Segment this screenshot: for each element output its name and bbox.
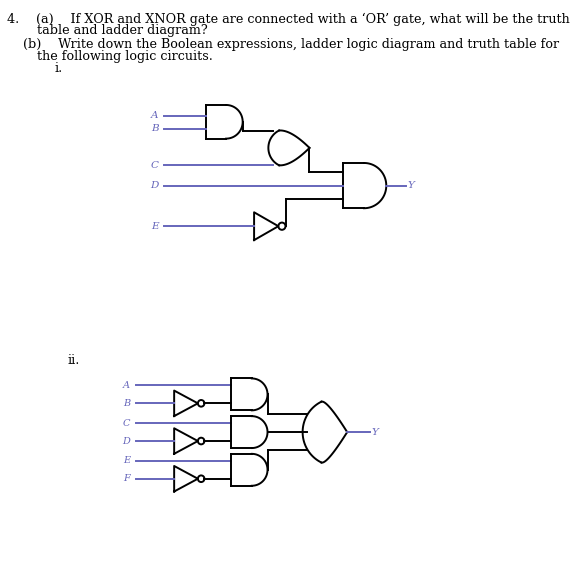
Text: E: E bbox=[151, 222, 159, 231]
Text: Y: Y bbox=[408, 181, 415, 190]
Text: E: E bbox=[123, 456, 130, 465]
Text: table and ladder diagram?: table and ladder diagram? bbox=[37, 24, 208, 37]
Text: D: D bbox=[150, 181, 159, 190]
Text: 4.  (a)  If XOR and XNOR gate are connected with a ‘OR’ gate, what will be the t: 4. (a) If XOR and XNOR gate are connecte… bbox=[7, 13, 570, 26]
Text: D: D bbox=[122, 437, 130, 445]
Text: B: B bbox=[123, 399, 130, 408]
Text: ii.: ii. bbox=[67, 354, 80, 367]
Text: the following logic circuits.: the following logic circuits. bbox=[37, 50, 213, 63]
Text: i.: i. bbox=[54, 62, 62, 75]
Text: A: A bbox=[123, 381, 130, 390]
Text: B: B bbox=[151, 124, 159, 133]
Text: (b)  Write down the Boolean expressions, ladder logic diagram and truth table fo: (b) Write down the Boolean expressions, … bbox=[23, 38, 559, 51]
Text: C: C bbox=[123, 419, 130, 427]
Text: F: F bbox=[123, 474, 130, 483]
Text: C: C bbox=[151, 161, 159, 170]
Text: A: A bbox=[151, 111, 159, 121]
Text: Y: Y bbox=[372, 427, 379, 437]
